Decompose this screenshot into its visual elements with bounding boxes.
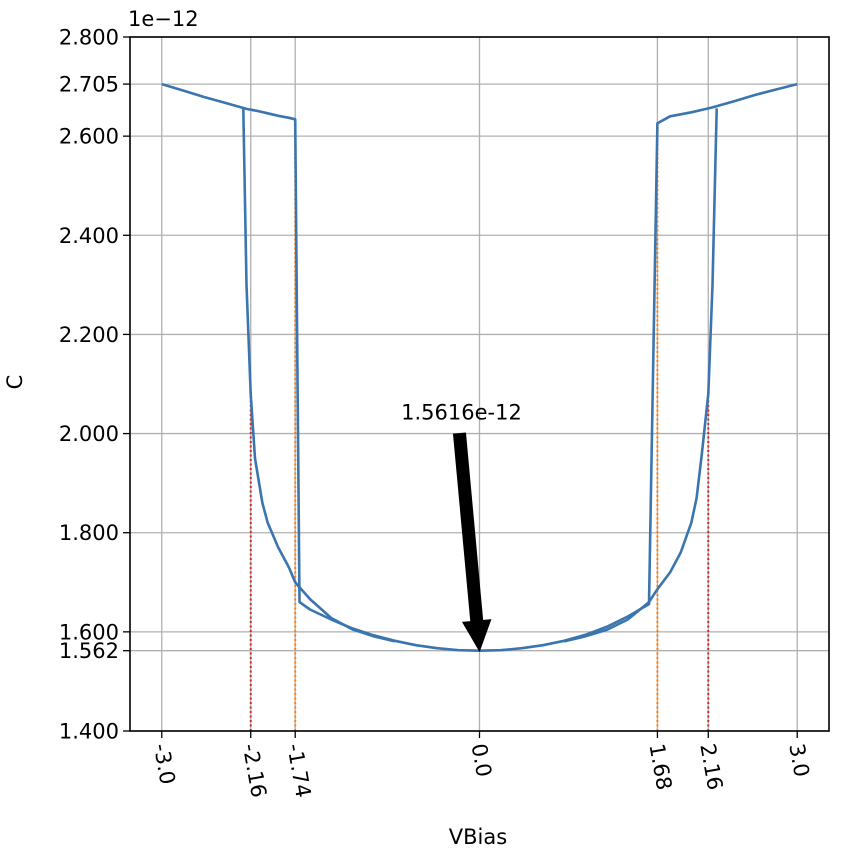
series-line bbox=[563, 108, 718, 643]
x-tick-label: -1.74 bbox=[282, 742, 315, 800]
y-tick-label: 2.400 bbox=[59, 224, 119, 248]
x-tick-label: 0.0 bbox=[467, 742, 496, 779]
x-ticks: -3.0 -2.16 -1.74 0.0 1.68 2.16 3.0 bbox=[149, 731, 814, 799]
y-tick-label: 1.400 bbox=[59, 720, 119, 744]
y-tick-label: 2.000 bbox=[59, 422, 119, 446]
x-tick-label: 2.16 bbox=[695, 742, 727, 792]
y-tick-label: 2.200 bbox=[59, 323, 119, 347]
annotation-text: 1.5616e-12 bbox=[401, 401, 522, 425]
y-axis-title: C bbox=[3, 375, 27, 390]
annotation-arrow bbox=[452, 432, 492, 653]
annotation: 1.5616e-12 bbox=[401, 401, 522, 653]
series-line bbox=[161, 82, 798, 653]
y-tick-label: 1.800 bbox=[59, 521, 119, 545]
x-tick-label: -2.16 bbox=[238, 742, 271, 800]
data-series bbox=[161, 82, 798, 653]
y-tick-label: 1.562 bbox=[59, 639, 119, 663]
series-line bbox=[242, 108, 396, 643]
y-offset-label: 1e−12 bbox=[128, 7, 199, 31]
y-tick-label: 2.800 bbox=[59, 26, 119, 50]
y-tick-label: 2.705 bbox=[59, 73, 119, 97]
x-axis-title: VBias bbox=[449, 825, 507, 849]
y-tick-label: 1.600 bbox=[59, 620, 119, 644]
x-tick-label: 3.0 bbox=[784, 742, 813, 779]
x-tick-label: 1.68 bbox=[645, 742, 677, 792]
y-tick-label: 2.600 bbox=[59, 125, 119, 149]
x-tick-label: -3.0 bbox=[149, 742, 180, 787]
